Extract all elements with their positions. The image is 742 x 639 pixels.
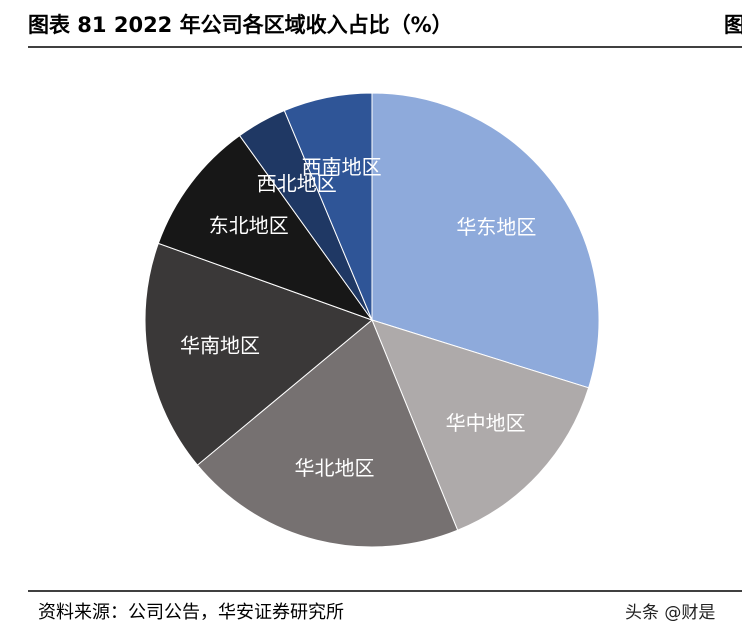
slice-label: 华南地区 (180, 333, 260, 357)
pie-slice (157, 134, 374, 322)
chart-title: 图表 81 2022 年公司各区域收入占比（%） (28, 13, 453, 37)
slice-label: 东北地区 (209, 214, 289, 238)
source: 资料来源：公司公告，华安证券研究所 (38, 602, 344, 623)
pie-slice (196, 319, 459, 548)
slice-label: 西南地区 (302, 155, 382, 179)
pie-slice (371, 319, 590, 531)
slice-label: 华东地区 (456, 215, 536, 239)
pie-slice (283, 92, 373, 321)
pie-slice (144, 242, 373, 466)
edge-text: 图 (724, 13, 742, 37)
slice-label: 华中地区 (446, 411, 526, 435)
watermark: 头条 @财是 (625, 603, 715, 623)
pie-slice (371, 92, 600, 389)
slice-label: 西北地区 (257, 172, 337, 196)
slice-label: 华北地区 (295, 456, 375, 480)
